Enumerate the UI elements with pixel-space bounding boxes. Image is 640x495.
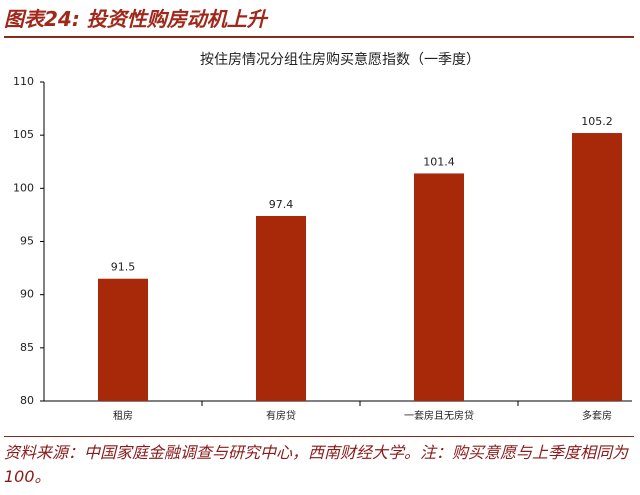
x-tick-label: 多套房: [582, 409, 612, 422]
value-label: 97.4: [269, 198, 294, 211]
bar: [414, 173, 464, 401]
bar: [98, 278, 148, 401]
y-tick-label: 80: [20, 394, 34, 407]
y-tick-label: 100: [13, 181, 34, 194]
x-tick-label: 一套房且无房贷: [404, 409, 474, 422]
value-label: 91.5: [111, 261, 136, 274]
y-tick-label: 95: [20, 235, 34, 248]
value-label: 105.2: [581, 115, 613, 128]
y-tick-label: 85: [20, 341, 34, 354]
y-tick-label: 105: [13, 128, 34, 141]
page-title: 图表24: 投资性购房动机上升: [4, 2, 634, 38]
y-tick-label: 110: [13, 75, 34, 88]
chart-title: 按住房情况分组住房购买意愿指数（一季度）: [200, 51, 480, 68]
bar: [256, 215, 306, 401]
source-note: 资料来源：中国家庭金融调查与研究中心，西南财经大学。注：购买意愿与上季度相同为1…: [4, 436, 634, 489]
value-label: 101.4: [423, 155, 455, 168]
y-tick-label: 90: [20, 288, 34, 301]
x-tick-label: 租房: [113, 409, 133, 422]
x-tick-label: 有房贷: [266, 409, 296, 422]
bar: [572, 133, 622, 402]
